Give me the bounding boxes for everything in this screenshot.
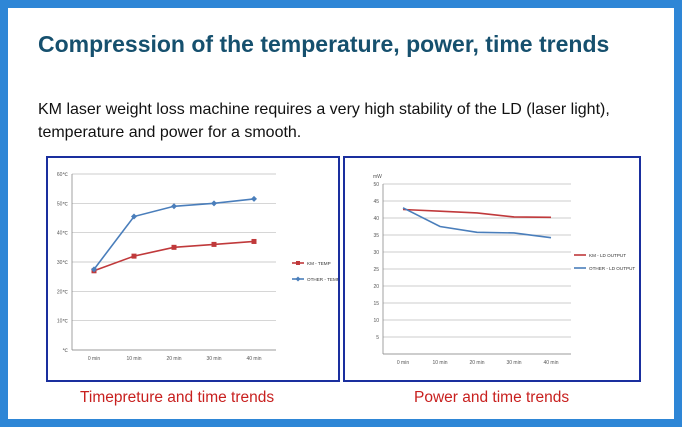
y-tick-label: 40: [373, 216, 379, 222]
x-tick-label: 0 min: [397, 360, 409, 366]
series-line-0: [402, 208, 552, 219]
y-tick-label: ℃: [62, 348, 68, 354]
temperature-chart-svg: ℃ 10℃ 20℃ 30℃ 40℃ 50℃ 60℃ 0 min 10 min 20 min 30 m…: [57, 172, 338, 362]
data-point: [171, 203, 177, 210]
temperature-chart: ℃ 10℃ 20℃ 30℃ 40℃ 50℃ 60℃ 0 min 10 min 20 min 30 m…: [46, 156, 340, 382]
data-point: [251, 195, 257, 202]
legend-marker: [296, 261, 300, 265]
slide-title: Compression of the temperature, power, t…: [38, 31, 610, 57]
legend-label: OTHER - LD OUTPUT: [589, 266, 635, 271]
legend-marker: [295, 276, 301, 282]
temperature-chart-caption: Timepreture and time trends: [80, 389, 275, 406]
x-tick-label: 30 min: [506, 360, 521, 366]
y-axis-unit-label: mW: [373, 174, 382, 180]
y-tick-label: 60℃: [57, 172, 69, 178]
x-tick-label: 10 min: [432, 360, 447, 366]
x-tick-label: 0 min: [88, 356, 100, 362]
y-tick-label: 20℃: [57, 289, 69, 295]
x-tick-label: 40 min: [543, 360, 558, 366]
x-tick-label: 20 min: [166, 356, 181, 362]
y-tick-label: 50: [373, 182, 379, 188]
y-tick-label: 40℃: [57, 231, 69, 237]
y-tick-label: 50℃: [57, 201, 69, 207]
y-tick-label: 30℃: [57, 260, 69, 266]
legend-label: KM - TEMP: [307, 261, 331, 266]
legend-label: KM - LD OUTPUT: [589, 253, 626, 258]
y-tick-label: 30: [373, 250, 379, 256]
y-tick-label: 25: [373, 267, 379, 273]
data-point: [211, 241, 217, 247]
power-chart-svg: 5 10 15 20 25 30 35 40 45 50 0 min 10 min 20 min 30 m…: [373, 174, 635, 366]
data-point: [131, 213, 137, 220]
data-point: [131, 253, 137, 259]
y-tick-label: 45: [373, 199, 379, 205]
y-tick-label: 5: [376, 335, 379, 341]
data-point: [91, 266, 97, 273]
series-line-1: [402, 207, 552, 239]
power-chart: 5 10 15 20 25 30 35 40 45 50 0 min 10 min 20 min 30 m…: [343, 156, 641, 382]
y-tick-label: 20: [373, 284, 379, 290]
x-tick-label: 10 min: [126, 356, 141, 362]
y-tick-label: 10: [373, 318, 379, 324]
data-point: [211, 200, 217, 207]
slide-description: KM laser weight loss machine requires a …: [38, 101, 610, 141]
x-tick-label: 20 min: [469, 360, 484, 366]
data-point: [171, 244, 177, 250]
power-chart-caption: Power and time trends: [414, 389, 570, 406]
series-line-1: [93, 198, 255, 270]
x-tick-label: 30 min: [206, 356, 221, 362]
x-tick-label: 40 min: [246, 356, 261, 362]
y-tick-label: 15: [373, 301, 379, 307]
y-tick-label: 10℃: [57, 319, 69, 325]
data-point: [251, 238, 257, 244]
legend-label: OTHER - TEMP: [307, 277, 338, 282]
y-tick-label: 35: [373, 233, 379, 239]
